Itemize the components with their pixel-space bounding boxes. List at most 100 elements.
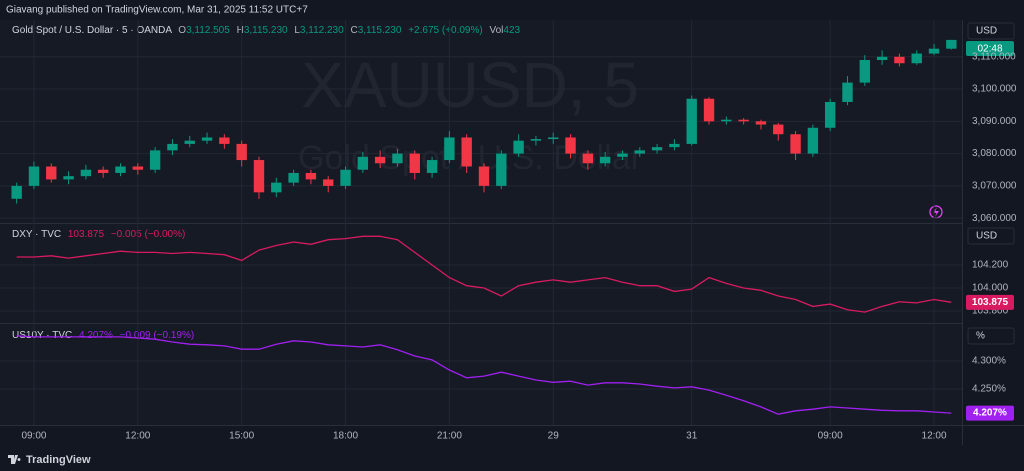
y-tick-label: 104.200	[972, 260, 1009, 271]
candle-body	[634, 150, 645, 154]
legend: Gold Spot / U.S. Dollar · 5 · OANDA O 3,1…	[12, 25, 521, 36]
ohlc-label: L	[294, 25, 300, 36]
volume-value: 423	[503, 25, 520, 36]
candle-body	[115, 166, 126, 173]
candle-body	[859, 60, 870, 83]
x-tick-label: 18:00	[333, 431, 358, 442]
candle-body	[911, 53, 922, 64]
symbol-title: Gold Spot / U.S. Dollar · 5 · OANDA	[12, 25, 172, 36]
last-value-box	[966, 294, 1014, 310]
unit-button	[967, 327, 1015, 345]
candle-body	[513, 140, 524, 154]
candle-body	[824, 101, 836, 128]
last-value-label: 103.875	[972, 297, 1009, 308]
y-tick-label: 3,070.000	[972, 181, 1017, 192]
change: −0.009 (−0.19%)	[120, 330, 195, 341]
ohlc-label: H	[237, 25, 244, 36]
candle-body	[530, 139, 542, 141]
candle-body	[842, 82, 853, 102]
candle-body	[565, 137, 576, 154]
candle-body	[80, 169, 92, 177]
change: +2.675 (+0.09%)	[408, 25, 483, 36]
axis-unit: USD	[976, 231, 997, 242]
candle-body	[184, 140, 195, 144]
candle-body	[461, 137, 472, 167]
symbol-title: US10Y · TVC	[12, 330, 72, 341]
change: −0.005 (−0.00%)	[111, 229, 186, 240]
plot-area	[0, 20, 962, 425]
brand-logo	[8, 455, 21, 464]
unit-button	[967, 22, 1015, 40]
candle-body	[755, 121, 767, 125]
candle-body	[167, 143, 178, 151]
ohlc-value: 3,115.230	[244, 25, 288, 36]
ohlc-label: O	[178, 25, 186, 36]
series-line	[16, 335, 952, 415]
x-tick-label: 09:00	[818, 431, 843, 442]
candle-body	[132, 166, 144, 170]
publish-note: Giavang published on TradingView.com, Ma…	[6, 5, 308, 16]
volume-label: Vol	[490, 25, 504, 36]
candle-body	[201, 137, 213, 141]
candle-body	[669, 143, 680, 148]
candle-body	[426, 160, 438, 173]
candle-body	[548, 137, 559, 140]
candle-body	[721, 119, 732, 122]
x-tick-label: 15:00	[229, 431, 254, 442]
last-value: 4.207%	[79, 330, 113, 341]
x-tick-label: 29	[548, 431, 560, 442]
y-tick-label: 4.250%	[972, 384, 1006, 395]
candle-body	[236, 143, 247, 161]
candle-body	[790, 134, 801, 154]
candle-body	[374, 156, 386, 164]
candle-body	[219, 137, 230, 144]
x-tick-label: 09:00	[21, 431, 46, 442]
x-tick-label: 21:00	[437, 431, 462, 442]
candle-body	[617, 153, 628, 157]
x-tick-label: 31	[686, 431, 698, 442]
symbol-title: DXY · TVC	[12, 229, 61, 240]
y-tick-label: 4.300%	[972, 356, 1006, 367]
candle-body	[340, 169, 351, 186]
candle-body	[409, 153, 420, 173]
candle-body	[357, 156, 369, 170]
candle-body	[253, 160, 265, 193]
axis-unit: USD	[976, 26, 997, 37]
candle-body	[478, 166, 490, 186]
unit-button	[967, 227, 1015, 245]
candle-body	[323, 179, 334, 186]
legend: US10Y · TVC 4.207% −0.009 (−0.19%)	[12, 330, 194, 341]
candle-body	[807, 127, 819, 154]
legend: DXY · TVC 103.875 −0.005 (−0.00%)	[12, 229, 185, 240]
candle-body	[599, 156, 611, 164]
countdown: 02:48	[977, 44, 1002, 55]
candle-body	[773, 124, 784, 135]
candle-body	[11, 185, 22, 199]
axis-unit: %	[976, 331, 985, 342]
candle-body	[444, 137, 455, 161]
y-tick-label: 3,090.000	[972, 116, 1017, 127]
x-tick-label: 12:00	[125, 431, 150, 442]
candle-body	[946, 39, 957, 49]
x-tick-label: 12:00	[922, 431, 947, 442]
ohlc-value: 3,112.230	[300, 25, 344, 36]
candle-body	[28, 166, 40, 186]
y-tick-label: 104.000	[972, 283, 1009, 294]
watermark: XAUUSD, 5	[301, 49, 639, 121]
y-tick-label: 3,060.000	[972, 213, 1017, 224]
brand: TradingView	[26, 454, 91, 466]
candle-body	[496, 153, 507, 186]
candle-body	[46, 166, 57, 180]
candle-body	[271, 182, 282, 193]
ohlc-value: 3,115.230	[358, 25, 402, 36]
y-tick-label: 3,080.000	[972, 148, 1017, 159]
candle-body	[149, 150, 161, 170]
candle-body	[686, 98, 697, 144]
candle-body	[63, 176, 74, 180]
alert-icon-bolt	[933, 207, 939, 217]
footer	[0, 447, 1024, 471]
candle-body	[703, 98, 715, 122]
candle-body	[392, 153, 403, 164]
last-value-box	[966, 405, 1014, 421]
